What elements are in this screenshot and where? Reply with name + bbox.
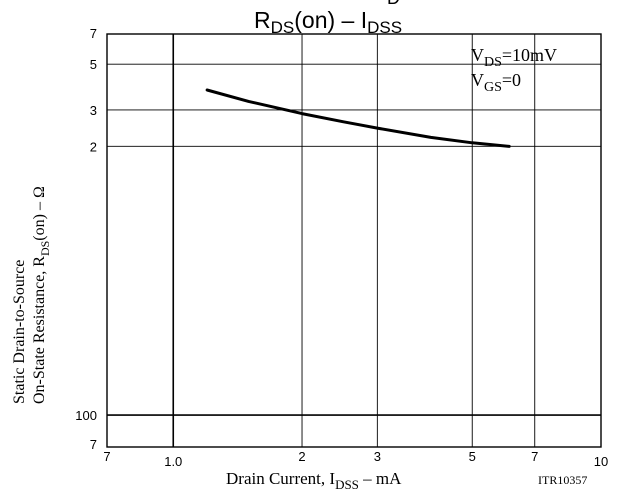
x-tick-label: 1.0	[164, 454, 182, 469]
y-axis-label-line2: On-State Resistance, RDS(on) – Ω	[31, 186, 52, 404]
y-tick-label: 7	[90, 437, 97, 452]
x-tick-label: 5	[469, 449, 476, 464]
x-tick-label: 3	[374, 449, 381, 464]
x-axis-label: Drain Current, IDSS – mA	[226, 469, 402, 492]
title-cropped-top: D	[387, 0, 400, 8]
y-tick-label: 5	[90, 57, 97, 72]
y-axis-label-line1: Static Drain-to-Source	[11, 260, 28, 404]
plot-frame	[106, 33, 602, 448]
x-tick-labels: 7 1.0 2 3 5 7 10	[103, 449, 608, 469]
y-tick-label: 2	[90, 139, 97, 154]
x-tick-label: 2	[298, 449, 305, 464]
x-tick-label: 7	[103, 449, 110, 464]
x-tick-label: 7	[531, 449, 538, 464]
annotation-vgs: VGS=0	[471, 70, 521, 95]
x-tick-label: 10	[594, 454, 608, 469]
figure-code: ITR10357	[538, 473, 587, 487]
y-tick-labels: 7 100 2 3 5 7	[75, 26, 97, 452]
grid-lines	[107, 34, 601, 447]
y-tick-label: 100	[75, 408, 97, 423]
series-line	[205, 88, 511, 148]
chart-title: RDS(on) – IDSS	[254, 7, 402, 37]
y-tick-label: 3	[90, 103, 97, 118]
annotation-vds: VDS=10mV	[471, 45, 557, 70]
y-tick-label: 7	[90, 26, 97, 41]
